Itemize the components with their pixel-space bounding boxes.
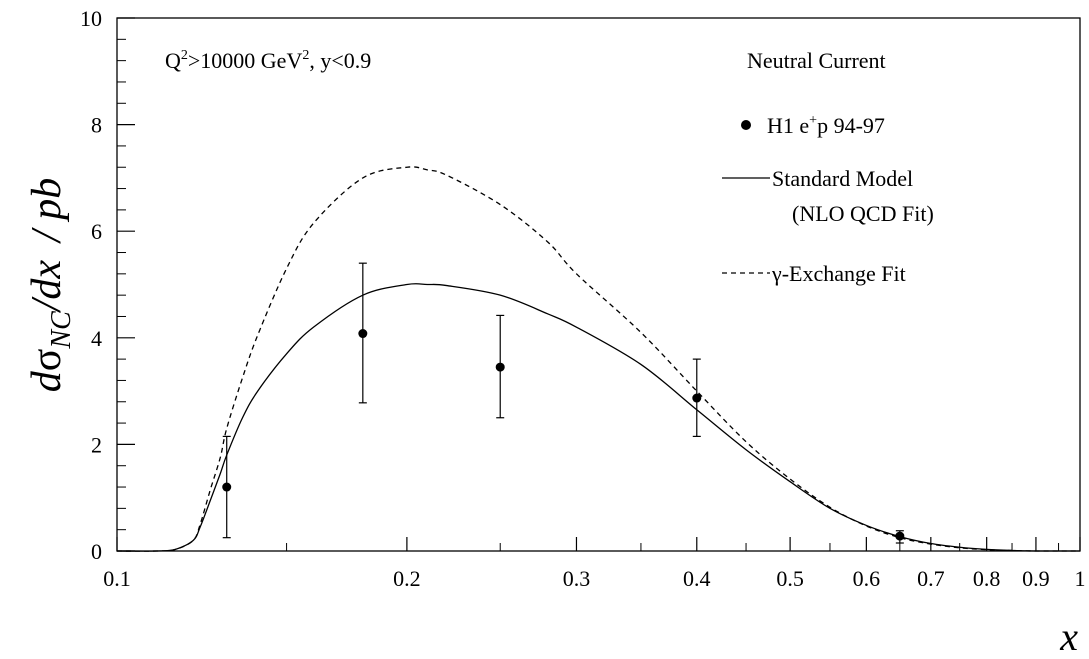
y-tick-label: 2 xyxy=(91,432,102,457)
x-tick-label: 0.6 xyxy=(853,566,881,591)
data-points xyxy=(222,262,905,544)
data-point xyxy=(692,358,702,438)
x-tick-label: 0.7 xyxy=(917,566,945,591)
y-tick-label: 4 xyxy=(91,326,102,351)
x-tick-label: 0.8 xyxy=(973,566,1001,591)
x-tick-label: 0.2 xyxy=(393,566,421,591)
y-axis-title-rest: /dx xyxy=(24,260,70,314)
curves xyxy=(116,166,1081,552)
x-tick-label: 0.4 xyxy=(683,566,711,591)
x-tick-label: 0.1 xyxy=(103,566,131,591)
legend-label-h1: H1 e+p 94-97 xyxy=(767,113,885,138)
legend-label-h1-a: H1 e xyxy=(767,113,809,138)
cut-annotation-q-sup: 2 xyxy=(181,48,188,63)
y-tick-label: 0 xyxy=(91,539,102,564)
x-tick-label: 1 xyxy=(1075,566,1086,591)
y-axis-title-unit: / pb xyxy=(24,178,70,244)
legend-label-gamma-exchange: γ-Exchange Fit xyxy=(771,261,906,286)
legend-label-standard-model-line2: (NLO QCD Fit) xyxy=(792,201,934,226)
cut-annotation-mid: >10000 GeV xyxy=(188,48,303,73)
y-axis-title: dσNC/dx / pb xyxy=(24,178,77,392)
legend-label-h1-b: p 94-97 xyxy=(817,113,885,138)
y-tick-label: 10 xyxy=(80,6,102,31)
y-axis-title-d: d xyxy=(24,370,70,392)
legend-label-standard-model: Standard Model xyxy=(772,166,913,191)
x-tick-label: 0.5 xyxy=(776,566,804,591)
data-point xyxy=(895,530,905,544)
x-axis: 0.1 0.2 0.3 0.4 0.5 0.6 0.7 0.8 0.9 1 xyxy=(103,537,1086,591)
y-axis: 0 2 4 6 8 10 xyxy=(80,6,135,564)
data-marker xyxy=(895,531,905,541)
y-axis-title-sigma: σ xyxy=(24,349,70,372)
x-tick-label: 0.3 xyxy=(563,566,591,591)
process-annotation: Neutral Current xyxy=(747,48,886,73)
data-point xyxy=(495,314,505,419)
legend-marker-h1 xyxy=(741,120,751,130)
data-point xyxy=(222,435,232,539)
data-marker xyxy=(692,393,702,403)
x-tick-label: 0.9 xyxy=(1022,566,1050,591)
x-axis-title: x xyxy=(1059,614,1078,659)
data-marker xyxy=(222,482,232,492)
y-tick-label: 8 xyxy=(91,113,102,138)
cut-annotation-end: , y<0.9 xyxy=(309,48,371,73)
y-axis-title-subscript: NC xyxy=(46,311,77,350)
cut-annotation-gev-sup: 2 xyxy=(302,48,309,63)
data-point xyxy=(358,262,368,404)
cut-annotation: Q2>10000 GeV2, y<0.9 xyxy=(165,48,371,73)
standard-model-curve xyxy=(116,283,1081,552)
data-marker xyxy=(358,329,368,339)
legend-label-h1-sup: + xyxy=(809,113,817,128)
y-tick-label: 6 xyxy=(91,219,102,244)
legend: H1 e+p 94-97 Standard Model (NLO QCD Fit… xyxy=(722,113,934,286)
cut-annotation-q: Q xyxy=(165,48,181,73)
gamma-exchange-curve xyxy=(116,166,1081,552)
data-marker xyxy=(495,362,505,372)
plot-frame xyxy=(116,17,1081,552)
